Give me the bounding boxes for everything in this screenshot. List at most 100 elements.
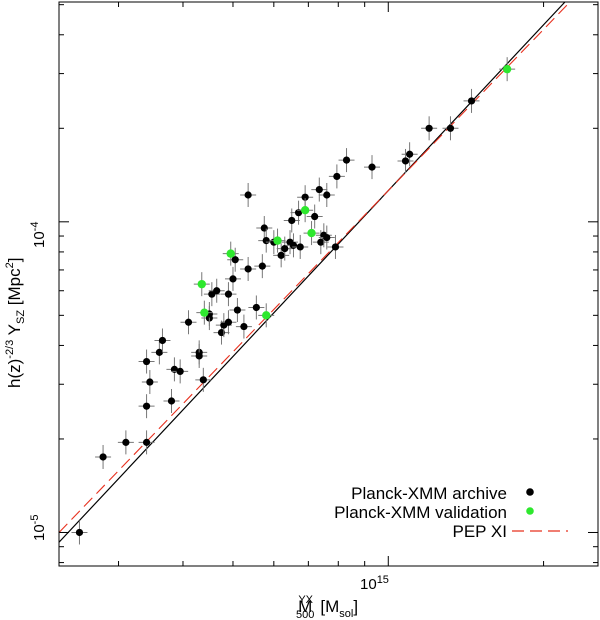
archive-point	[338, 148, 355, 173]
archive-point	[442, 116, 459, 141]
y-axis-label: h(z)-2/3 YSZ [Mpc2]	[4, 258, 27, 389]
archive-point	[138, 430, 155, 455]
point-marker	[224, 318, 233, 326]
point-marker	[244, 265, 252, 273]
archive-point	[151, 340, 168, 365]
validation-point	[196, 300, 213, 325]
legend-label-archive: Planck-XMM archive	[351, 484, 507, 503]
point-marker	[122, 438, 130, 446]
plot-frame	[58, 1, 599, 567]
archive-point	[220, 310, 237, 335]
point-marker	[331, 243, 340, 251]
archive-point	[220, 282, 237, 307]
x-tick-label: 1015	[360, 574, 389, 593]
archive-point	[292, 234, 309, 259]
legend-marker-archive	[526, 488, 534, 496]
point-marker	[425, 124, 433, 132]
point-marker	[294, 209, 303, 217]
archive-point	[240, 256, 257, 281]
archive-point	[154, 328, 171, 353]
point-marker	[199, 376, 207, 384]
point-marker	[197, 279, 206, 289]
validation-point	[222, 241, 239, 266]
point-marker	[167, 397, 176, 405]
point-marker	[262, 237, 270, 245]
point-marker	[142, 357, 151, 366]
point-marker	[229, 275, 237, 283]
legend: Planck-XMM archive Planck-XMM validation…	[334, 484, 568, 541]
point-marker	[158, 336, 167, 345]
point-marker	[281, 244, 289, 253]
archive-point	[138, 394, 155, 419]
legend-label-validation: Planck-XMM validation	[334, 503, 507, 522]
point-marker	[467, 97, 476, 105]
archive-point	[138, 349, 155, 374]
point-marker	[226, 249, 235, 258]
x-axis-label: MYX 500 [Msol]	[296, 594, 358, 620]
point-marker	[155, 348, 163, 356]
point-marker	[240, 322, 248, 331]
point-marker	[315, 185, 323, 194]
axis-ticks	[59, 2, 598, 566]
point-marker	[213, 287, 221, 295]
validation-point	[499, 57, 516, 82]
archive-point	[95, 444, 112, 469]
archive-point	[71, 520, 88, 545]
archive-point	[208, 278, 225, 303]
point-marker	[184, 318, 193, 326]
archive-point	[318, 182, 335, 207]
archive-point	[327, 234, 344, 259]
fit-line-best	[58, 1, 566, 543]
archive-point	[224, 266, 241, 291]
archive-point	[311, 177, 328, 202]
point-marker	[262, 311, 271, 320]
archive-point	[117, 430, 134, 455]
y-tick-label-1e-4: 10-4	[29, 222, 48, 248]
archive-point	[397, 148, 414, 173]
point-marker	[323, 191, 331, 199]
point-marker	[75, 528, 84, 537]
point-marker	[368, 163, 376, 171]
point-marker	[142, 402, 151, 410]
validation-point	[258, 303, 275, 328]
point-marker	[323, 233, 331, 242]
archive-point	[256, 216, 273, 241]
archive-point	[254, 254, 271, 279]
point-marker	[244, 191, 252, 199]
archive-point	[401, 142, 418, 167]
point-marker	[277, 251, 285, 259]
point-marker	[142, 438, 151, 446]
point-marker	[146, 378, 154, 386]
point-marker	[195, 352, 203, 360]
point-marker	[260, 224, 268, 232]
point-marker	[307, 228, 316, 238]
legend-marker-validation	[526, 507, 534, 515]
archive-point	[229, 298, 246, 323]
point-marker	[231, 256, 239, 264]
point-marker	[217, 328, 226, 337]
archive-point	[318, 225, 335, 250]
archive-point	[172, 359, 189, 384]
point-marker	[273, 236, 282, 245]
validation-point	[297, 198, 314, 223]
archive-point	[227, 247, 244, 272]
point-marker	[342, 156, 351, 164]
point-marker	[233, 306, 242, 314]
archive-point	[248, 295, 265, 320]
point-marker	[311, 212, 319, 221]
archive-point	[421, 116, 438, 141]
data-points	[71, 57, 516, 545]
point-marker	[300, 205, 310, 215]
point-marker	[446, 124, 455, 132]
point-marker	[502, 64, 512, 74]
archive-point	[141, 370, 158, 395]
archive-point	[364, 155, 381, 180]
point-marker	[288, 216, 296, 225]
validation-point	[269, 228, 286, 253]
archive-point	[191, 343, 208, 368]
validation-point	[303, 221, 320, 246]
point-marker	[99, 453, 107, 461]
archive-point	[306, 204, 323, 229]
point-marker	[317, 238, 325, 246]
